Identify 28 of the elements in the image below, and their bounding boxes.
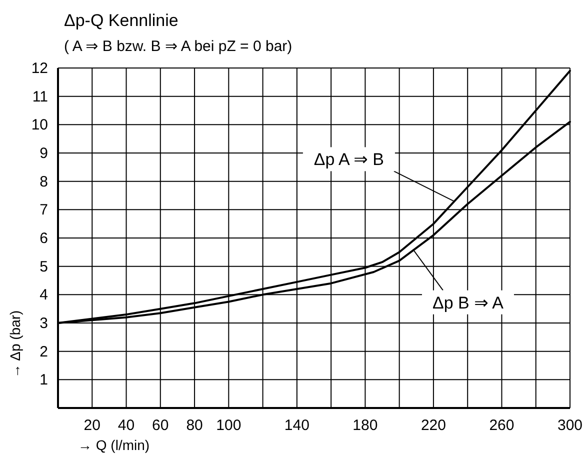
x-axis-title: → Q (l/min) — [78, 437, 150, 453]
y-tick-label: 7 — [40, 202, 48, 219]
y-tick-label: 5 — [40, 258, 48, 276]
x-tick-label: 300 — [557, 417, 583, 434]
x-tick-label: 40 — [118, 417, 135, 434]
x-tick-label: 100 — [216, 417, 242, 434]
y-tick-label: 10 — [31, 116, 48, 134]
chart-subtitle: ( A ⇒ B bzw. B ⇒ A bei pZ = 0 bar) — [64, 38, 292, 55]
y-tick-label: 4 — [40, 286, 48, 304]
x-tick-label: 260 — [489, 417, 514, 434]
y-tick-label: 8 — [40, 173, 48, 190]
annotation: Δp B ⇒ A — [432, 293, 504, 312]
x-tick-label: 180 — [352, 417, 378, 434]
x-tick-label: 60 — [152, 417, 169, 434]
x-tick-label: 20 — [84, 417, 100, 434]
y-tick-label: 1 — [40, 372, 48, 389]
y-tick-label: 11 — [32, 88, 48, 106]
x-tick-label: 80 — [186, 417, 203, 434]
y-tick-label: 2 — [40, 343, 48, 360]
y-axis-title: → Δp (bar) — [7, 310, 23, 378]
y-tick-label: 3 — [40, 315, 48, 332]
x-tick-label: 220 — [420, 417, 446, 434]
y-tick-label: 12 — [31, 60, 48, 77]
annotation: Δp A ⇒ B — [314, 150, 384, 170]
y-tick-label: 9 — [40, 145, 48, 162]
y-tick-label: 6 — [40, 230, 48, 247]
x-tick-label: 140 — [284, 417, 310, 434]
chart-title: Δp-Q Kennlinie — [64, 11, 178, 30]
